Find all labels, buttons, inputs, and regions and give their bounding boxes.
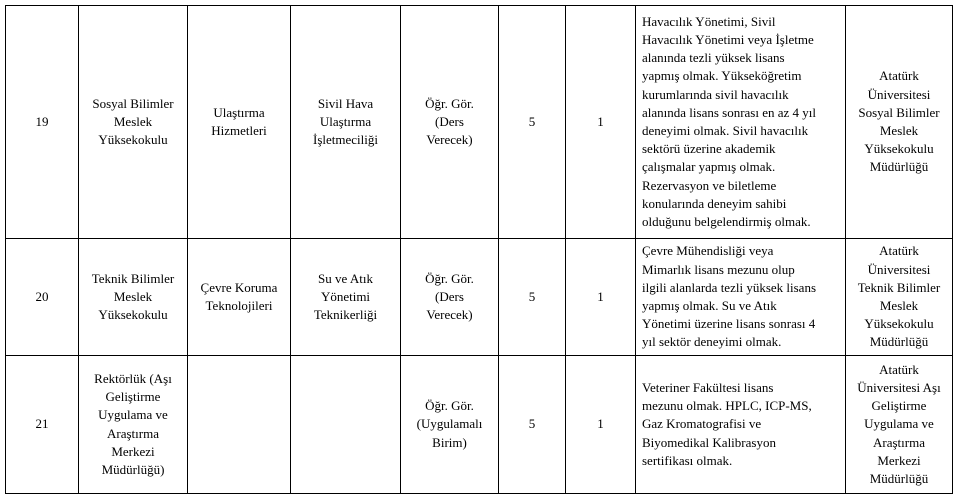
program-cell: Su ve Atık Yönetimi Teknikerliği (290, 238, 401, 356)
requirements-cell: Veteriner Fakültesi lisans mezunu olmak.… (635, 355, 846, 494)
row-number: 20 (5, 238, 79, 356)
department-cell: Ulaştırma Hizmetleri (187, 5, 291, 239)
degree-cell: 5 (498, 5, 566, 239)
title-cell: Öğr. Gör. (Ders Verecek) (400, 238, 499, 356)
table-row: 19 Sosyal Bilimler Meslek Yüksekokulu Ul… (5, 5, 953, 239)
row-number: 21 (5, 355, 79, 494)
degree-cell: 5 (498, 238, 566, 356)
table-row: 21 Rektörlük (Aşı Geliştirme Uygulama ve… (5, 355, 953, 494)
count-cell: 1 (565, 5, 636, 239)
count-cell: 1 (565, 238, 636, 356)
table-row: 20 Teknik Bilimler Meslek Yüksekokulu Çe… (5, 238, 953, 356)
title-cell: Öğr. Gör. (Uygulamalı Birim) (400, 355, 499, 494)
office-cell: Atatürk Üniversitesi Sosyal Bilimler Mes… (845, 5, 953, 239)
row-number: 19 (5, 5, 79, 239)
department-cell: Çevre Koruma Teknolojileri (187, 238, 291, 356)
requirements-cell: Çevre Mühendisliği veya Mimarlık lisans … (635, 238, 846, 356)
count-cell: 1 (565, 355, 636, 494)
program-cell: Sivil Hava Ulaştırma İşletmeciliği (290, 5, 401, 239)
program-cell (290, 355, 401, 494)
office-cell: Atatürk Üniversitesi Aşı Geliştirme Uygu… (845, 355, 953, 494)
unit-cell: Rektörlük (Aşı Geliştirme Uygulama ve Ar… (78, 355, 188, 494)
degree-cell: 5 (498, 355, 566, 494)
office-cell: Atatürk Üniversitesi Teknik Bilimler Mes… (845, 238, 953, 356)
title-cell: Öğr. Gör. (Ders Verecek) (400, 5, 499, 239)
unit-cell: Sosyal Bilimler Meslek Yüksekokulu (78, 5, 188, 239)
department-cell (187, 355, 291, 494)
requirements-cell: Havacılık Yönetimi, Sivil Havacılık Yöne… (635, 5, 846, 239)
unit-cell: Teknik Bilimler Meslek Yüksekokulu (78, 238, 188, 356)
positions-table: 19 Sosyal Bilimler Meslek Yüksekokulu Ul… (5, 5, 953, 494)
